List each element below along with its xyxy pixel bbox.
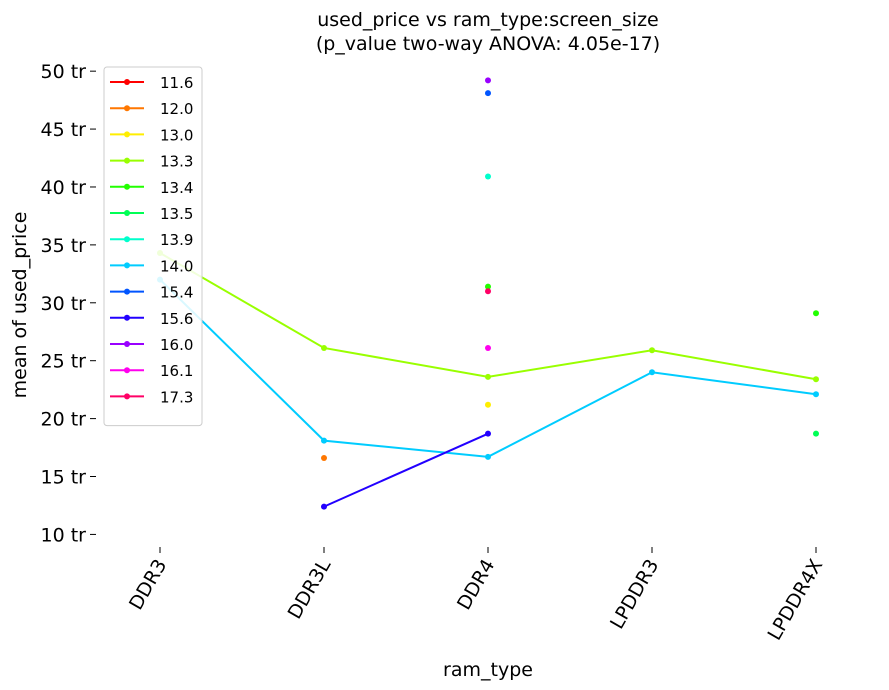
y-tick-label: 40 tr — [41, 177, 87, 199]
data-point — [649, 369, 655, 376]
data-point — [485, 90, 491, 97]
data-point — [813, 310, 819, 317]
legend-swatch-marker — [124, 183, 130, 190]
legend-swatch-marker — [124, 262, 130, 269]
x-axis: DDR3 DDR3L DDR4 LPDDR3 LPDDR4X — [125, 547, 827, 644]
data-point — [485, 453, 491, 460]
legend-swatch-marker — [124, 367, 130, 374]
legend-label: 12.0 — [160, 100, 193, 118]
data-point — [321, 454, 327, 461]
legend-label: 13.0 — [160, 126, 193, 144]
legend-label: 13.4 — [160, 179, 193, 197]
data-point — [321, 344, 327, 351]
legend-swatch-marker — [124, 105, 130, 112]
legend-label: 14.0 — [160, 257, 193, 275]
x-tick-label: DDR3 — [125, 556, 171, 614]
data-point — [485, 173, 491, 180]
series-15.4 — [485, 90, 491, 97]
y-axis-label: mean of used_price — [9, 212, 31, 399]
legend-swatch-marker — [124, 341, 130, 347]
data-point — [485, 77, 491, 84]
legend-label: 16.0 — [160, 336, 193, 354]
series-14.0 — [157, 276, 819, 460]
series-17.3 — [485, 288, 491, 295]
series-13.5 — [813, 430, 819, 437]
chart-title-line-2: (p_value two-way ANOVA: 4.05e-17) — [316, 33, 660, 55]
y-tick-label: 10 tr — [41, 524, 87, 546]
chart-title-line-1: used_price vs ram_type:screen_size — [317, 9, 659, 31]
series-line — [323, 432, 489, 508]
legend-label: 13.9 — [160, 231, 193, 249]
legend: 11.6 12.0 13.0 13.3 13.4 13.5 13.9 14.0 15.4 15.6… — [103, 66, 203, 427]
y-tick-label: 30 tr — [41, 293, 87, 315]
data-point — [649, 347, 655, 354]
series-line — [159, 278, 817, 458]
series-layer — [157, 77, 819, 510]
series-line — [159, 252, 817, 381]
legend-label: 13.5 — [160, 205, 193, 223]
x-axis-label: ram_type — [443, 659, 533, 681]
series-16.0 — [485, 77, 491, 84]
y-axis: 10 tr 15 tr 20 tr 25 tr 30 tr 35 tr 40 tr 45 tr… — [41, 61, 96, 546]
legend-swatch-marker — [124, 157, 130, 164]
data-point — [485, 344, 491, 351]
y-tick-label: 15 tr — [41, 467, 87, 489]
data-point — [485, 401, 491, 408]
data-point — [321, 437, 327, 444]
legend-box — [103, 66, 203, 427]
legend-label: 16.1 — [160, 362, 193, 380]
series-16.1 — [485, 344, 491, 351]
data-point — [485, 373, 491, 380]
series-15.6 — [321, 430, 491, 510]
legend-label: 15.6 — [160, 310, 193, 328]
y-tick-label: 25 tr — [41, 351, 87, 373]
y-tick-label: 35 tr — [41, 235, 87, 257]
legend-swatch-marker — [124, 236, 130, 243]
y-tick-label: 45 tr — [41, 119, 87, 141]
legend-label: 15.4 — [160, 284, 193, 302]
legend-swatch-marker — [124, 131, 130, 138]
legend-label: 13.3 — [160, 153, 193, 171]
data-point — [485, 430, 491, 437]
data-point — [485, 288, 491, 295]
legend-swatch-marker — [124, 393, 130, 400]
series-13.0 — [485, 401, 491, 408]
y-tick-label: 20 tr — [41, 409, 87, 431]
series-12.0 — [321, 454, 327, 461]
legend-swatch-marker — [124, 210, 130, 216]
legend-label: 11.6 — [160, 74, 193, 92]
data-point — [813, 391, 819, 398]
x-tick-label: DDR3L — [284, 555, 336, 623]
x-tick-label: DDR4 — [453, 556, 499, 614]
series-13.4 — [485, 283, 819, 317]
legend-swatch-marker — [124, 314, 130, 321]
legend-label: 17.3 — [160, 388, 193, 406]
data-point — [813, 430, 819, 437]
x-tick-label: LPDDR4X — [763, 556, 827, 645]
y-tick-label: 50 tr — [41, 61, 87, 83]
data-point — [321, 503, 327, 510]
x-tick-label: LPDDR3 — [606, 556, 663, 633]
legend-swatch-marker — [124, 79, 130, 85]
data-point — [813, 376, 819, 383]
legend-swatch-marker — [124, 288, 130, 295]
series-13.3 — [157, 249, 819, 383]
series-13.9 — [485, 173, 491, 180]
data-point — [485, 283, 491, 290]
